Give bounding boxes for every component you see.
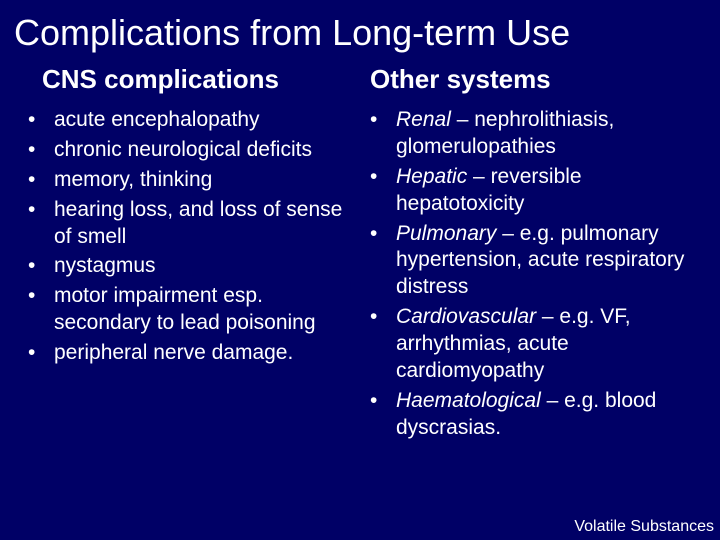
bullet-icon: •	[28, 107, 54, 134]
bullet-icon: •	[28, 253, 54, 280]
bullet-icon: •	[370, 304, 396, 385]
bullet-text: Cardiovascular – e.g. VF, arrhythmias, a…	[396, 304, 696, 385]
bullet-text: Pulmonary – e.g. pulmonary hypertension,…	[396, 221, 696, 302]
list-item: •hearing loss, and loss of sense of smel…	[28, 197, 354, 251]
bullet-text: hearing loss, and loss of sense of smell	[54, 197, 354, 251]
content-columns: CNS complications •acute encephalopathy•…	[0, 64, 720, 445]
list-item: •acute encephalopathy	[28, 107, 354, 134]
list-item: •motor impairment esp. secondary to lead…	[28, 283, 354, 337]
footer-label: Volatile Substances	[574, 518, 714, 536]
right-heading: Other systems	[370, 64, 696, 95]
bullet-text: chronic neurological deficits	[54, 137, 354, 164]
slide-title: Complications from Long-term Use	[0, 0, 720, 64]
bullet-text: Haematological – e.g. blood dyscrasias.	[396, 388, 696, 442]
list-item: •chronic neurological deficits	[28, 137, 354, 164]
list-item: •nystagmus	[28, 253, 354, 280]
left-heading: CNS complications	[28, 64, 354, 95]
bullet-icon: •	[28, 283, 54, 337]
bullet-icon: •	[370, 164, 396, 218]
bullet-icon: •	[28, 340, 54, 367]
right-column: Other systems •Renal – nephrolithiasis, …	[364, 64, 696, 445]
bullet-text: motor impairment esp. secondary to lead …	[54, 283, 354, 337]
left-column: CNS complications •acute encephalopathy•…	[28, 64, 364, 445]
list-item: •Hepatic – reversible hepatotoxicity	[370, 164, 696, 218]
bullet-icon: •	[28, 167, 54, 194]
bullet-text: memory, thinking	[54, 167, 354, 194]
bullet-icon: •	[28, 137, 54, 164]
right-list: •Renal – nephrolithiasis, glomerulopathi…	[370, 107, 696, 442]
bullet-icon: •	[28, 197, 54, 251]
list-item: •peripheral nerve damage.	[28, 340, 354, 367]
bullet-text: Hepatic – reversible hepatotoxicity	[396, 164, 696, 218]
list-item: •Pulmonary – e.g. pulmonary hypertension…	[370, 221, 696, 302]
bullet-text: Renal – nephrolithiasis, glomerulopathie…	[396, 107, 696, 161]
list-item: •memory, thinking	[28, 167, 354, 194]
left-list: •acute encephalopathy•chronic neurologic…	[28, 107, 354, 367]
bullet-icon: •	[370, 107, 396, 161]
bullet-icon: •	[370, 221, 396, 302]
list-item: •Renal – nephrolithiasis, glomerulopathi…	[370, 107, 696, 161]
list-item: •Haematological – e.g. blood dyscrasias.	[370, 388, 696, 442]
bullet-text: nystagmus	[54, 253, 354, 280]
bullet-text: acute encephalopathy	[54, 107, 354, 134]
bullet-icon: •	[370, 388, 396, 442]
bullet-text: peripheral nerve damage.	[54, 340, 354, 367]
list-item: •Cardiovascular – e.g. VF, arrhythmias, …	[370, 304, 696, 385]
